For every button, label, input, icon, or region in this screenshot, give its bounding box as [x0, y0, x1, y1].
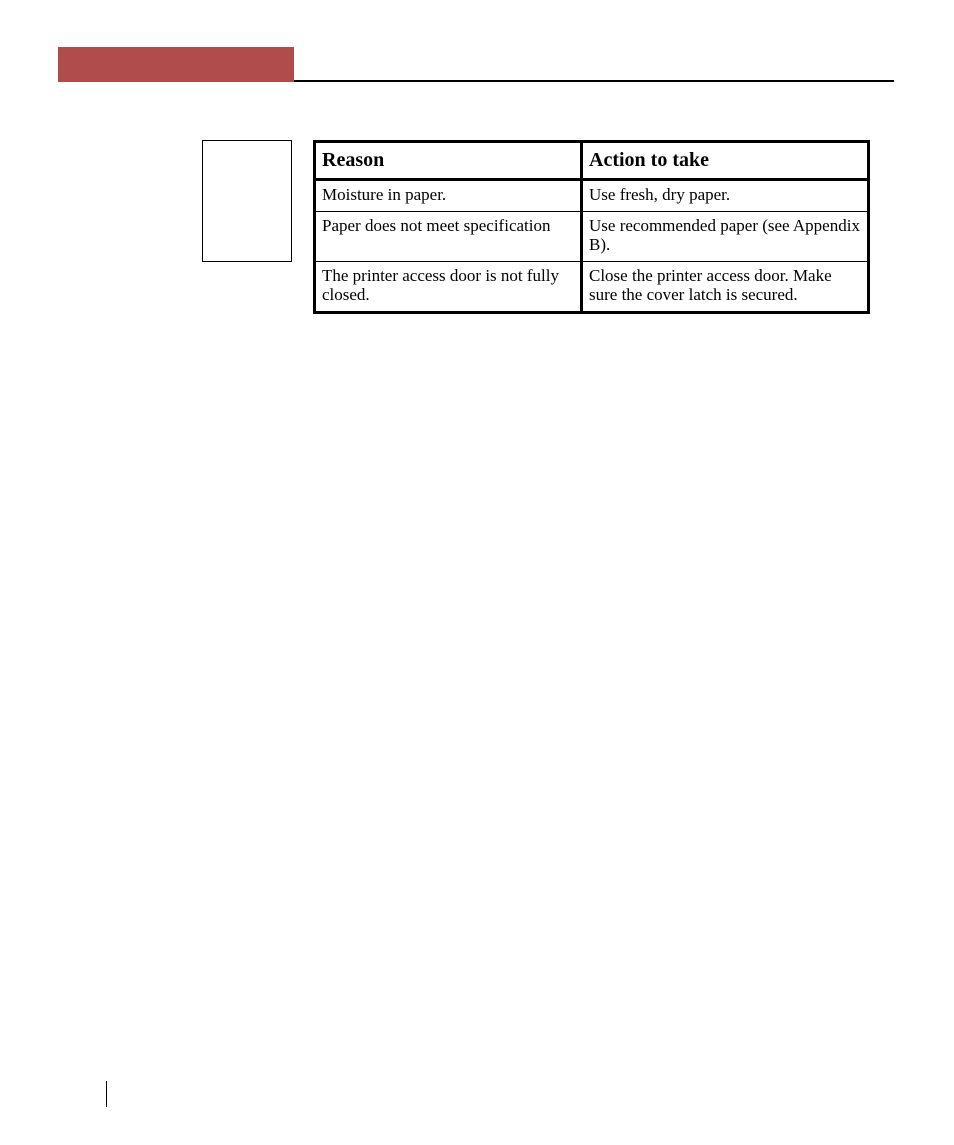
- action-cell: Use recommended paper (see Appendix B).: [582, 211, 869, 261]
- reason-cell: Moisture in paper.: [315, 180, 582, 212]
- reason-cell: Paper does not meet specification: [315, 211, 582, 261]
- figure-placeholder: [202, 140, 292, 262]
- col-header-reason: Reason: [315, 142, 582, 180]
- action-cell: Close the printer access door. Make sure…: [582, 261, 869, 312]
- action-cell: Use fresh, dry paper.: [582, 180, 869, 212]
- table-row: The printer access door is not fully clo…: [315, 261, 869, 312]
- header-rule: [294, 80, 894, 84]
- troubleshooting-table: Reason Action to take Moisture in paper.…: [313, 140, 870, 314]
- footer-mark: [106, 1081, 107, 1107]
- table-row: Moisture in paper. Use fresh, dry paper.: [315, 180, 869, 212]
- table-header-row: Reason Action to take: [315, 142, 869, 180]
- table-row: Paper does not meet specification Use re…: [315, 211, 869, 261]
- header-accent-bar: [58, 47, 294, 82]
- col-header-action: Action to take: [582, 142, 869, 180]
- reason-cell: The printer access door is not fully clo…: [315, 261, 582, 312]
